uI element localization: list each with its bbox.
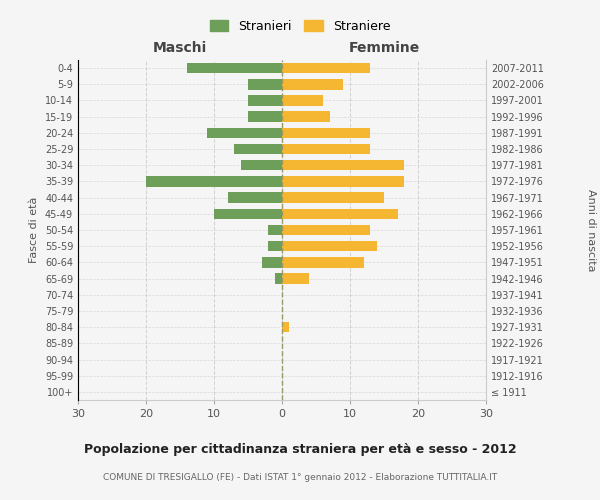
Text: Popolazione per cittadinanza straniera per età e sesso - 2012: Popolazione per cittadinanza straniera p… — [83, 442, 517, 456]
Bar — [282, 241, 377, 252]
Bar — [248, 95, 282, 106]
Bar — [282, 224, 370, 235]
Bar — [207, 128, 282, 138]
Bar — [282, 322, 289, 332]
Bar — [282, 63, 370, 74]
Text: Anni di nascita: Anni di nascita — [586, 188, 596, 271]
Bar — [262, 257, 282, 268]
Text: Femmine: Femmine — [349, 41, 419, 55]
Bar — [282, 160, 404, 170]
Bar — [282, 257, 364, 268]
Bar — [282, 192, 384, 203]
Bar — [214, 208, 282, 219]
Bar — [282, 128, 370, 138]
Bar — [227, 192, 282, 203]
Bar — [248, 79, 282, 90]
Bar — [268, 241, 282, 252]
Bar — [248, 112, 282, 122]
Bar — [146, 176, 282, 186]
Bar — [282, 208, 398, 219]
Bar — [282, 79, 343, 90]
Bar — [187, 63, 282, 74]
Bar — [235, 144, 282, 154]
Bar — [282, 95, 323, 106]
Bar — [282, 274, 309, 284]
Text: Maschi: Maschi — [153, 41, 207, 55]
Bar — [275, 274, 282, 284]
Bar — [268, 224, 282, 235]
Bar — [282, 144, 370, 154]
Text: COMUNE DI TRESIGALLO (FE) - Dati ISTAT 1° gennaio 2012 - Elaborazione TUTTITALIA: COMUNE DI TRESIGALLO (FE) - Dati ISTAT 1… — [103, 472, 497, 482]
Bar — [241, 160, 282, 170]
Bar — [282, 112, 329, 122]
Bar — [282, 176, 404, 186]
Y-axis label: Fasce di età: Fasce di età — [29, 197, 39, 263]
Legend: Stranieri, Straniere: Stranieri, Straniere — [206, 16, 394, 37]
